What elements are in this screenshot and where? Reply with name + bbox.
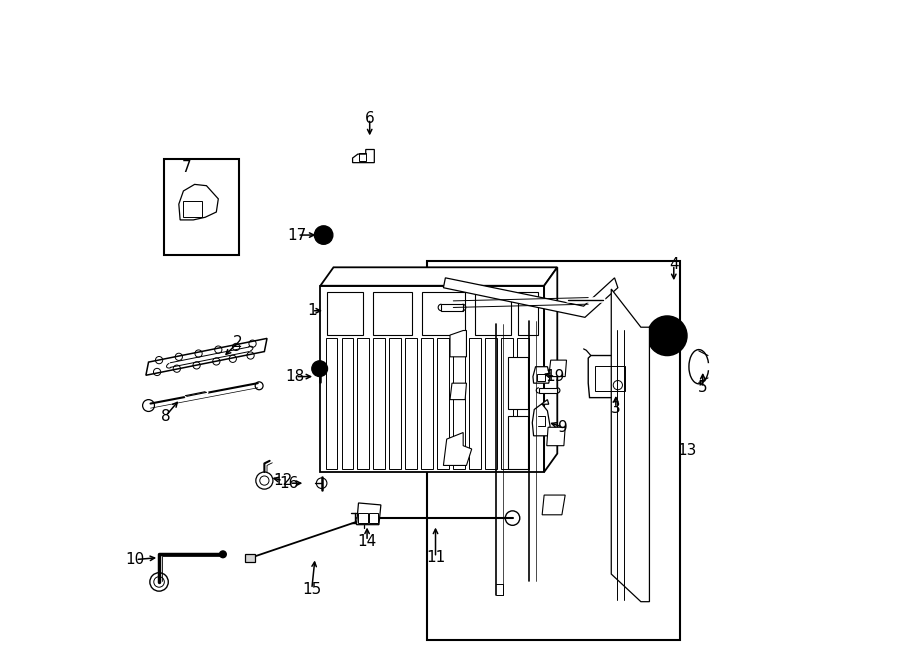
Text: 4: 4 xyxy=(669,257,679,272)
Polygon shape xyxy=(450,330,466,357)
Bar xyxy=(341,338,354,469)
Polygon shape xyxy=(320,286,544,472)
Text: 6: 6 xyxy=(364,111,374,126)
Bar xyxy=(517,338,529,469)
Bar xyxy=(373,292,412,335)
Bar xyxy=(469,338,481,469)
Circle shape xyxy=(220,551,226,558)
Bar xyxy=(390,338,401,469)
Bar xyxy=(422,292,465,335)
Bar xyxy=(369,514,378,523)
Polygon shape xyxy=(539,388,557,393)
Text: 16: 16 xyxy=(280,476,299,490)
Bar xyxy=(508,357,527,409)
Text: 3: 3 xyxy=(611,401,621,416)
Text: 2: 2 xyxy=(233,335,243,350)
Bar xyxy=(326,338,338,469)
Polygon shape xyxy=(450,383,466,400)
Text: 8: 8 xyxy=(161,408,170,424)
Polygon shape xyxy=(542,495,565,515)
Bar xyxy=(454,338,465,469)
Text: 17: 17 xyxy=(288,227,307,243)
Polygon shape xyxy=(356,503,381,525)
Polygon shape xyxy=(353,149,374,163)
Bar xyxy=(437,338,449,469)
Bar xyxy=(475,292,511,335)
Circle shape xyxy=(311,361,328,377)
Text: 11: 11 xyxy=(426,550,446,565)
Text: 5: 5 xyxy=(698,380,707,395)
Polygon shape xyxy=(441,304,463,311)
Text: 19: 19 xyxy=(545,369,565,384)
Text: 18: 18 xyxy=(285,369,305,384)
Bar xyxy=(164,159,239,254)
Text: 14: 14 xyxy=(357,533,377,549)
Text: 9: 9 xyxy=(558,420,568,435)
Bar xyxy=(501,338,513,469)
Bar xyxy=(518,292,537,335)
Circle shape xyxy=(314,226,333,245)
Bar xyxy=(374,338,385,469)
Polygon shape xyxy=(179,184,219,220)
Bar xyxy=(184,201,202,217)
Polygon shape xyxy=(611,289,650,602)
Bar xyxy=(508,416,527,469)
Text: 15: 15 xyxy=(302,582,321,597)
Bar xyxy=(427,261,680,640)
Bar xyxy=(595,366,625,391)
Bar xyxy=(359,153,365,161)
Text: 12: 12 xyxy=(274,473,292,488)
Polygon shape xyxy=(533,367,550,383)
Polygon shape xyxy=(547,427,565,446)
Polygon shape xyxy=(444,278,617,317)
Polygon shape xyxy=(532,400,550,436)
Bar xyxy=(421,338,433,469)
Text: 7: 7 xyxy=(182,160,192,175)
Bar xyxy=(327,292,363,335)
Text: 13: 13 xyxy=(678,443,697,458)
Polygon shape xyxy=(549,360,566,377)
Bar xyxy=(358,514,368,523)
Text: 1: 1 xyxy=(307,303,317,318)
Bar xyxy=(537,374,544,381)
Polygon shape xyxy=(320,267,557,286)
Polygon shape xyxy=(589,356,635,398)
Bar xyxy=(357,338,369,469)
Circle shape xyxy=(647,316,687,356)
Polygon shape xyxy=(544,267,557,472)
Polygon shape xyxy=(245,555,256,563)
Bar xyxy=(485,338,497,469)
Polygon shape xyxy=(146,338,267,375)
Text: 10: 10 xyxy=(126,552,145,567)
Bar xyxy=(405,338,418,469)
Polygon shape xyxy=(444,432,472,465)
